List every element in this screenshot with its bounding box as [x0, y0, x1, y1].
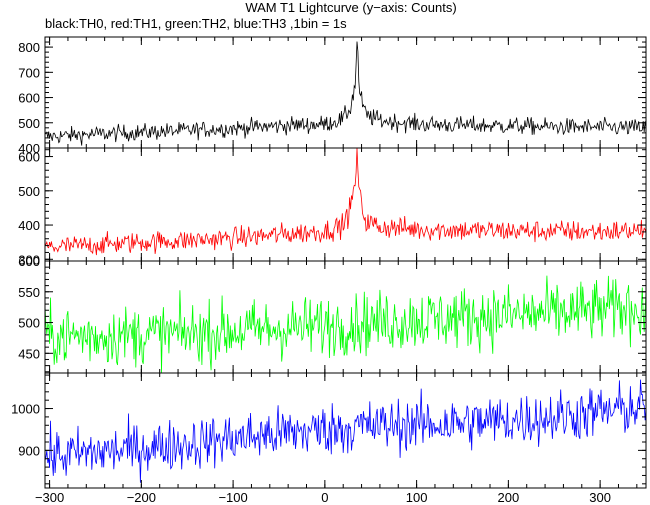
y-tick-label: 700: [18, 65, 40, 80]
y-tick-label: 500: [18, 316, 40, 331]
panel-1: 400 500 600 700 800: [18, 36, 647, 156]
chart-title: WAM T1 Lightcurve (y−axis: Counts): [245, 0, 456, 15]
y-tick-label: 300: [18, 252, 40, 267]
x-tick-label: 200: [498, 490, 520, 505]
y-tick-label: 500: [18, 184, 40, 199]
x-tick-label: −300: [35, 490, 64, 505]
x-tick-label: −200: [127, 490, 156, 505]
x-tick-label: 300: [589, 490, 611, 505]
series-line-th3: [44, 379, 647, 483]
series-line-th0: [44, 41, 647, 146]
chart-subtitle: black:TH0, red:TH1, green:TH2, blue:TH3 …: [45, 16, 347, 31]
y-tick-label: 1000: [11, 402, 40, 417]
y-tick-label: 900: [18, 443, 40, 458]
y-tick-label: 500: [18, 116, 40, 131]
y-tick-label: 400: [18, 218, 40, 233]
y-tick-label: 600: [18, 254, 40, 269]
y-tick-label: 600: [18, 150, 40, 165]
x-tick-label: 100: [406, 490, 428, 505]
x-tick-label: −100: [218, 490, 247, 505]
x-tick-label: 0: [321, 490, 328, 505]
y-tick-label: 550: [18, 285, 40, 300]
series-line-th2: [44, 275, 647, 374]
panel-3: 450 500 550 600: [18, 254, 647, 374]
panel-frame: [44, 372, 647, 489]
y-tick-label: 600: [18, 91, 40, 106]
y-tick-label: 400: [18, 141, 40, 156]
panel-frame: [44, 36, 647, 149]
panel-2: 300 400 500 600: [18, 147, 647, 267]
series-line-th1: [44, 147, 647, 256]
panel-4: 900 1000: [11, 372, 647, 489]
x-axis: −300 −200 −100 0 100 200 300: [35, 490, 611, 505]
y-tick-label: 450: [18, 346, 40, 361]
y-tick-label: 800: [18, 40, 40, 55]
panels: 400 500 600 700 800 300 400 500 600 450 500 550 600 9…: [11, 36, 647, 489]
